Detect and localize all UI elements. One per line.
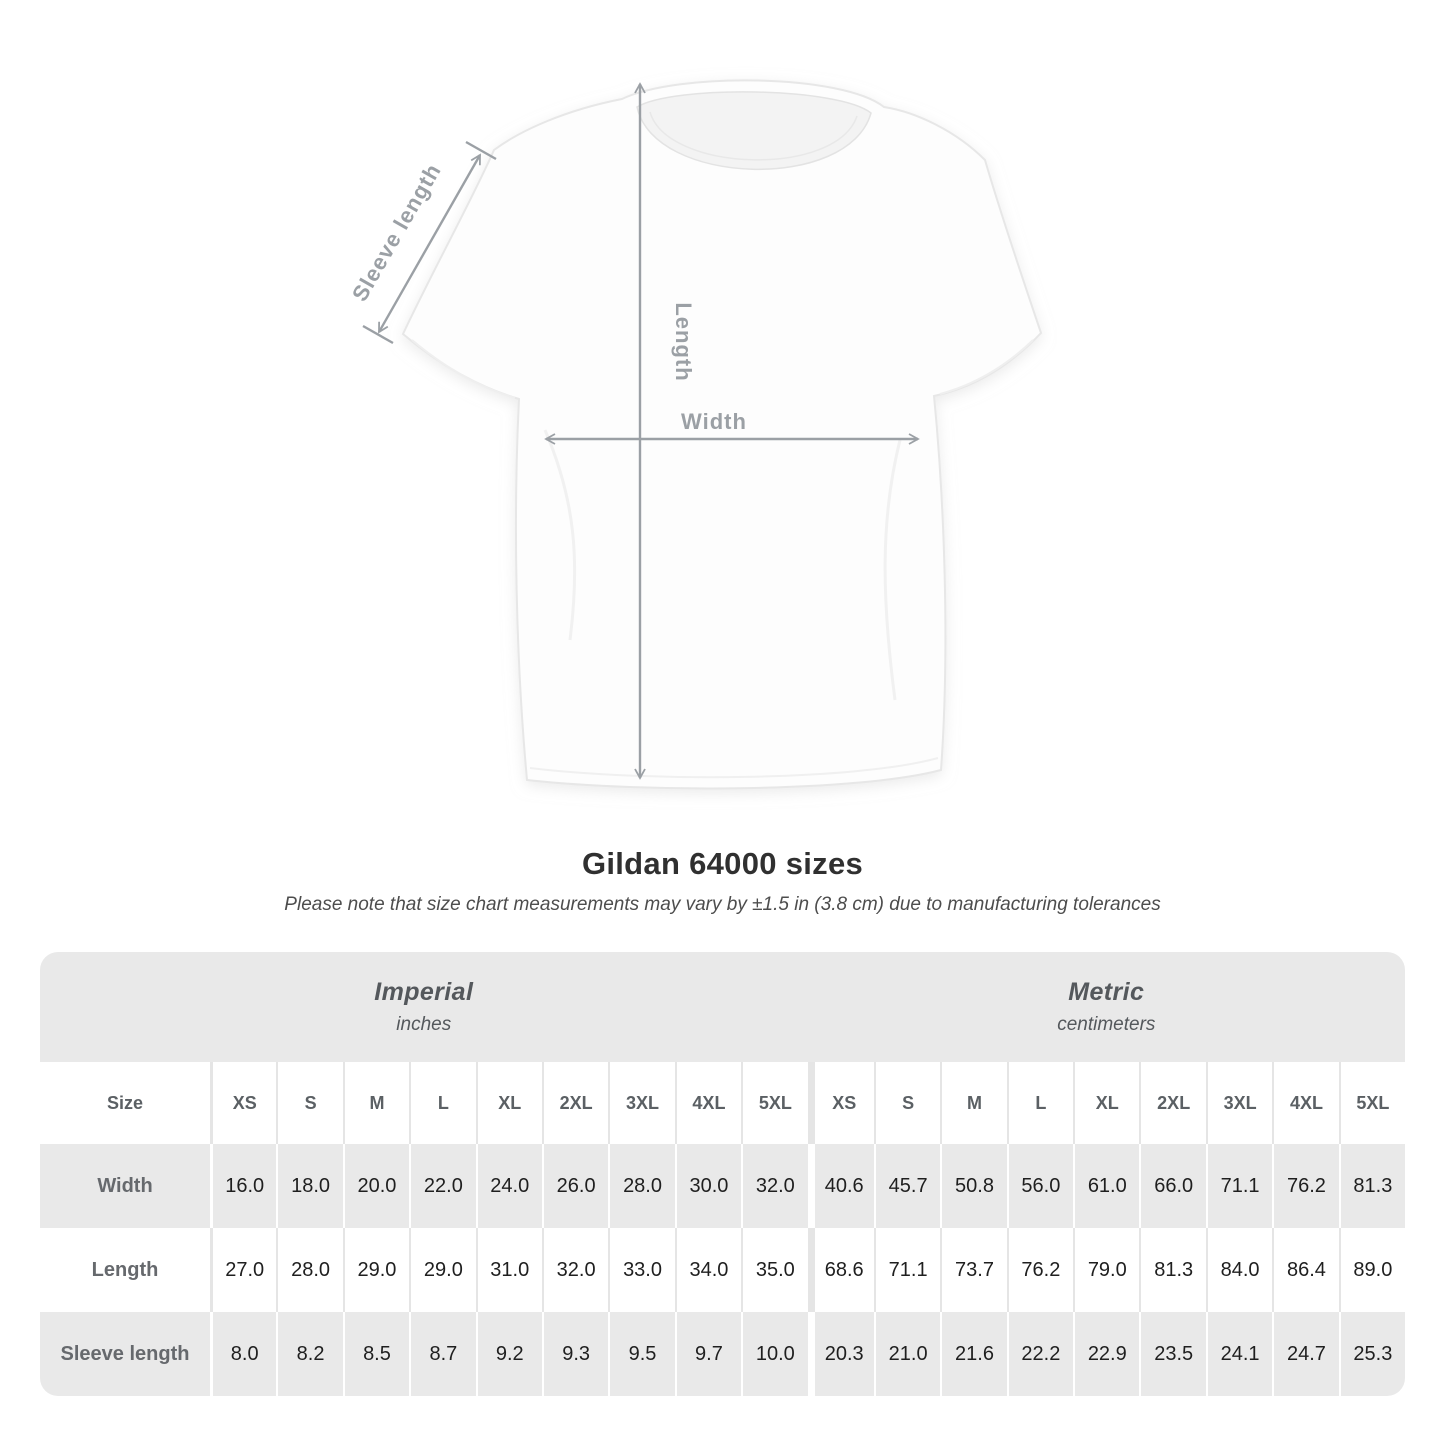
sleeve-dimension-cap-bottom bbox=[362, 324, 394, 345]
value-cell: 28.0 bbox=[608, 1144, 675, 1228]
value-cell: 34.0 bbox=[674, 1228, 742, 1312]
value-cell: 20.0 bbox=[342, 1144, 410, 1228]
value-cell: 8.7 bbox=[409, 1312, 476, 1396]
value-cell: 68.6 bbox=[807, 1228, 874, 1312]
value-cell: 35.0 bbox=[741, 1228, 808, 1312]
size-table: Imperial inches Metric centimeters Size … bbox=[40, 952, 1406, 1396]
size-col-header: XL bbox=[475, 1062, 542, 1144]
value-cell: 32.0 bbox=[541, 1228, 609, 1312]
value-cell: 8.5 bbox=[342, 1312, 410, 1396]
value-cell: 21.0 bbox=[873, 1312, 941, 1396]
size-col-header: 3XL bbox=[1205, 1062, 1273, 1144]
size-col-header: S bbox=[873, 1062, 941, 1144]
value-cell: 29.0 bbox=[409, 1228, 476, 1312]
size-col-header: L bbox=[409, 1062, 476, 1144]
value-cell: 24.1 bbox=[1205, 1312, 1273, 1396]
size-col-header: XS bbox=[210, 1062, 277, 1144]
size-col-header: 2XL bbox=[541, 1062, 609, 1144]
value-cell: 40.6 bbox=[807, 1144, 874, 1228]
imperial-unit: inches bbox=[396, 1014, 452, 1035]
metric-title: Metric bbox=[1068, 978, 1145, 1006]
size-header-row: Size XS S M L XL 2XL 3XL 4XL 5XL XS S M … bbox=[40, 1062, 1406, 1144]
value-cell: 45.7 bbox=[873, 1144, 941, 1228]
value-cell: 84.0 bbox=[1205, 1228, 1273, 1312]
value-cell: 50.8 bbox=[940, 1144, 1007, 1228]
value-cell: 16.0 bbox=[210, 1144, 277, 1228]
value-cell: 61.0 bbox=[1073, 1144, 1140, 1228]
value-cell: 31.0 bbox=[475, 1228, 542, 1312]
value-cell: 22.9 bbox=[1073, 1312, 1140, 1396]
value-cell: 10.0 bbox=[741, 1312, 808, 1396]
tshirt-shape bbox=[401, 79, 1043, 790]
value-cell: 76.2 bbox=[1006, 1228, 1074, 1312]
page-subtitle: Please note that size chart measurements… bbox=[284, 894, 1161, 915]
value-cell: 56.0 bbox=[1006, 1144, 1074, 1228]
size-col-header: 2XL bbox=[1139, 1062, 1206, 1144]
tshirt-diagram: Sleeve length Length Width bbox=[347, 79, 1043, 790]
value-cell: 81.3 bbox=[1338, 1144, 1406, 1228]
value-cell: 22.2 bbox=[1006, 1312, 1074, 1396]
row-label: Width bbox=[40, 1144, 210, 1228]
value-cell: 71.1 bbox=[873, 1228, 941, 1312]
unit-header-row: Imperial inches Metric centimeters bbox=[40, 952, 1406, 1062]
size-col-header: 3XL bbox=[608, 1062, 675, 1144]
size-col-header: M bbox=[342, 1062, 410, 1144]
value-cell: 33.0 bbox=[608, 1228, 675, 1312]
value-cell: 30.0 bbox=[674, 1144, 742, 1228]
size-col-header: S bbox=[276, 1062, 343, 1144]
width-label: Width bbox=[681, 409, 747, 434]
size-col-header: L bbox=[1006, 1062, 1074, 1144]
width-row: Width 16.0 18.0 20.0 22.0 24.0 26.0 28.0… bbox=[40, 1144, 1406, 1228]
value-cell: 89.0 bbox=[1338, 1228, 1406, 1312]
value-cell: 8.2 bbox=[276, 1312, 343, 1396]
value-cell: 71.1 bbox=[1205, 1144, 1273, 1228]
value-cell: 24.7 bbox=[1272, 1312, 1339, 1396]
sleeve-dimension-cap-top bbox=[465, 140, 497, 161]
sleeve-length-dimension-arrow bbox=[377, 153, 482, 334]
page-title: Gildan 64000 sizes bbox=[581, 846, 864, 881]
value-cell: 32.0 bbox=[741, 1144, 808, 1228]
sleeve-length-row: Sleeve length 8.0 8.2 8.5 8.7 9.2 9.3 9.… bbox=[40, 1312, 1406, 1396]
value-cell: 20.3 bbox=[807, 1312, 874, 1396]
row-label: Sleeve length bbox=[40, 1312, 210, 1396]
length-label: Length bbox=[671, 302, 696, 381]
size-col-header: 5XL bbox=[741, 1062, 808, 1144]
imperial-title: Imperial bbox=[374, 978, 474, 1006]
value-cell: 29.0 bbox=[342, 1228, 410, 1312]
value-cell: 22.0 bbox=[409, 1144, 476, 1228]
size-col-header: M bbox=[940, 1062, 1007, 1144]
length-row: Length 27.0 28.0 29.0 29.0 31.0 32.0 33.… bbox=[40, 1228, 1406, 1312]
size-chart-table-wrap: Imperial inches Metric centimeters Size … bbox=[40, 952, 1406, 1396]
value-cell: 66.0 bbox=[1139, 1144, 1206, 1228]
value-cell: 81.3 bbox=[1139, 1228, 1206, 1312]
value-cell: 27.0 bbox=[210, 1228, 277, 1312]
value-cell: 8.0 bbox=[210, 1312, 277, 1396]
value-cell: 21.6 bbox=[940, 1312, 1007, 1396]
size-col-header: 4XL bbox=[1272, 1062, 1339, 1144]
size-col-header: XS bbox=[807, 1062, 874, 1144]
size-col-header: 4XL bbox=[674, 1062, 742, 1144]
value-cell: 9.5 bbox=[608, 1312, 675, 1396]
metric-unit: centimeters bbox=[1057, 1014, 1156, 1035]
size-column-header: Size bbox=[40, 1062, 210, 1144]
imperial-section-header: Imperial inches bbox=[40, 952, 808, 1062]
size-col-header: XL bbox=[1073, 1062, 1140, 1144]
value-cell: 86.4 bbox=[1272, 1228, 1339, 1312]
value-cell: 73.7 bbox=[940, 1228, 1007, 1312]
value-cell: 79.0 bbox=[1073, 1228, 1140, 1312]
value-cell: 28.0 bbox=[276, 1228, 343, 1312]
row-label: Length bbox=[40, 1228, 210, 1312]
value-cell: 9.7 bbox=[674, 1312, 742, 1396]
value-cell: 9.3 bbox=[541, 1312, 609, 1396]
metric-section-header: Metric centimeters bbox=[807, 952, 1406, 1062]
value-cell: 9.2 bbox=[475, 1312, 542, 1396]
value-cell: 18.0 bbox=[276, 1144, 343, 1228]
value-cell: 76.2 bbox=[1272, 1144, 1339, 1228]
value-cell: 26.0 bbox=[541, 1144, 609, 1228]
value-cell: 23.5 bbox=[1139, 1312, 1206, 1396]
size-col-header: 5XL bbox=[1338, 1062, 1406, 1144]
value-cell: 24.0 bbox=[475, 1144, 542, 1228]
value-cell: 25.3 bbox=[1338, 1312, 1406, 1396]
